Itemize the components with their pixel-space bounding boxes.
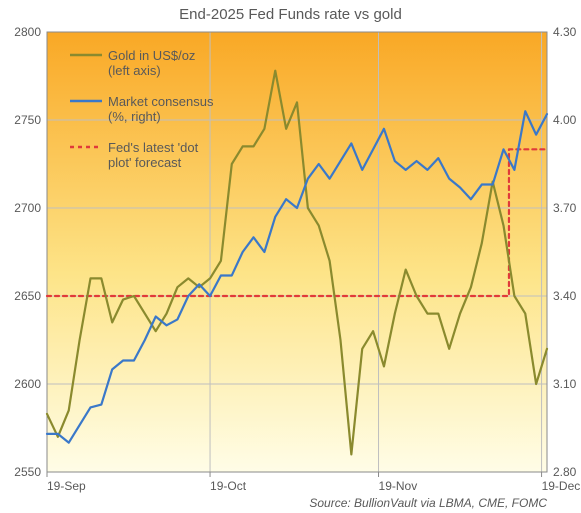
legend-label: (left axis): [108, 63, 161, 78]
y-left-label: 2800: [14, 25, 41, 39]
y-left-label: 2550: [14, 465, 41, 479]
x-axis-label: 19-Oct: [210, 479, 247, 493]
legend-label: (%, right): [108, 109, 161, 124]
legend-label: Fed's latest 'dot: [108, 140, 199, 155]
y-right-label: 4.00: [553, 113, 577, 127]
x-axis-label: 19-Dec: [542, 479, 581, 493]
y-right-label: 3.40: [553, 289, 577, 303]
y-left-label: 2600: [14, 377, 41, 391]
y-left-label: 2650: [14, 289, 41, 303]
y-right-label: 4.30: [553, 25, 577, 39]
y-right-label: 3.10: [553, 377, 577, 391]
x-axis-label: 19-Nov: [379, 479, 418, 493]
y-right-label: 2.80: [553, 465, 577, 479]
y-left-label: 2700: [14, 201, 41, 215]
y-left-label: 2750: [14, 113, 41, 127]
legend-label: Gold in US$/oz: [108, 48, 195, 63]
chart-title: End-2025 Fed Funds rate vs gold: [0, 6, 581, 23]
y-right-label: 3.70: [553, 201, 577, 215]
chart-svg: 2550 2600 2650 2700 2750 2800 2.80 3.10 3.40 3.70…: [0, 0, 581, 513]
legend-label: plot' forecast: [108, 155, 182, 170]
chart-container: 2550 2600 2650 2700 2750 2800 2.80 3.10 3.40 3.70…: [0, 0, 581, 513]
x-axis-label: 19-Sep: [47, 479, 86, 493]
legend-label: Market consensus: [108, 94, 214, 109]
chart-source: Source: BullionVault via LBMA, CME, FOMC: [309, 496, 547, 510]
